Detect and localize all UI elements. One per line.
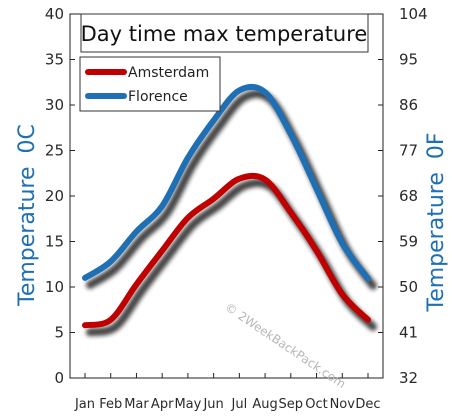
x-tick-label: Nov <box>330 397 356 412</box>
y-left-tick-label: 15 <box>45 233 64 251</box>
x-tick-label: Jun <box>202 397 223 412</box>
series-line-amsterdam <box>82 172 371 329</box>
y-left-tick-label: 30 <box>45 96 64 114</box>
x-tick-label: Feb <box>99 397 122 412</box>
series-layer <box>82 83 377 337</box>
watermark: © 2WeekBackPack.com <box>222 300 348 391</box>
legend-florence-label: Florence <box>128 89 188 105</box>
x-tick-label: Jan <box>74 397 95 412</box>
x-tick-label: Aug <box>252 397 277 412</box>
series-line-florence <box>82 83 371 282</box>
series-florence <box>82 83 377 290</box>
y-left-tick-label: 25 <box>45 142 64 160</box>
x-tick-label: Oct <box>305 397 327 412</box>
x-tick-label: May <box>174 397 201 412</box>
axes: 0 5 10 15 20 25 30 35 40 32 41 50 59 68 77 86 95 104 Jan Fe… <box>45 5 428 412</box>
left-axis-title-text: Temperature <box>15 167 40 307</box>
series-amsterdam <box>82 172 377 337</box>
y-right-tick-label: 50 <box>399 278 418 296</box>
chart-title: Day time max temperature <box>81 22 368 46</box>
x-tick-label: Mar <box>124 397 149 412</box>
left-axis-unit: 0C <box>15 124 40 153</box>
right-axis-title-text: Temperature <box>424 172 449 312</box>
svg-text:Temperature 0C: Temperature 0C <box>15 124 40 307</box>
y-left-tick-label: 0 <box>54 369 64 387</box>
y-right-tick-label: 68 <box>399 187 418 205</box>
y-right-tick-label: 86 <box>399 96 418 114</box>
y-left-tick-label: 5 <box>54 324 64 342</box>
y-right-tick-label: 77 <box>399 142 418 160</box>
right-axis-title: Temperature 0F <box>424 132 449 312</box>
y-left-tick-label: 10 <box>45 278 64 296</box>
y-left-tick-label: 35 <box>45 51 64 69</box>
x-tick-label: Sep <box>279 397 304 412</box>
y-right-tick-label: 59 <box>399 233 418 251</box>
right-axis-unit: 0F <box>424 132 449 159</box>
x-tick-label: Jul <box>231 397 248 412</box>
x-tick-label: Dec <box>355 397 380 412</box>
y-left-tick-label: 40 <box>45 5 64 23</box>
left-axis-title: Temperature 0C <box>15 124 40 307</box>
x-tick-label: Apr <box>151 397 174 412</box>
y-right-tick-label: 104 <box>399 5 428 23</box>
legend-amsterdam-label: Amsterdam <box>128 65 209 81</box>
svg-text:Temperature 0F: Temperature 0F <box>424 132 449 312</box>
chart-title-box: Day time max temperature <box>80 13 369 53</box>
y-right-tick-label: 41 <box>399 324 418 342</box>
y-left-tick-label: 20 <box>45 187 64 205</box>
legend: Amsterdam Florence <box>79 56 221 112</box>
y-right-tick-label: 95 <box>399 51 418 69</box>
y-right-tick-label: 32 <box>399 369 418 387</box>
